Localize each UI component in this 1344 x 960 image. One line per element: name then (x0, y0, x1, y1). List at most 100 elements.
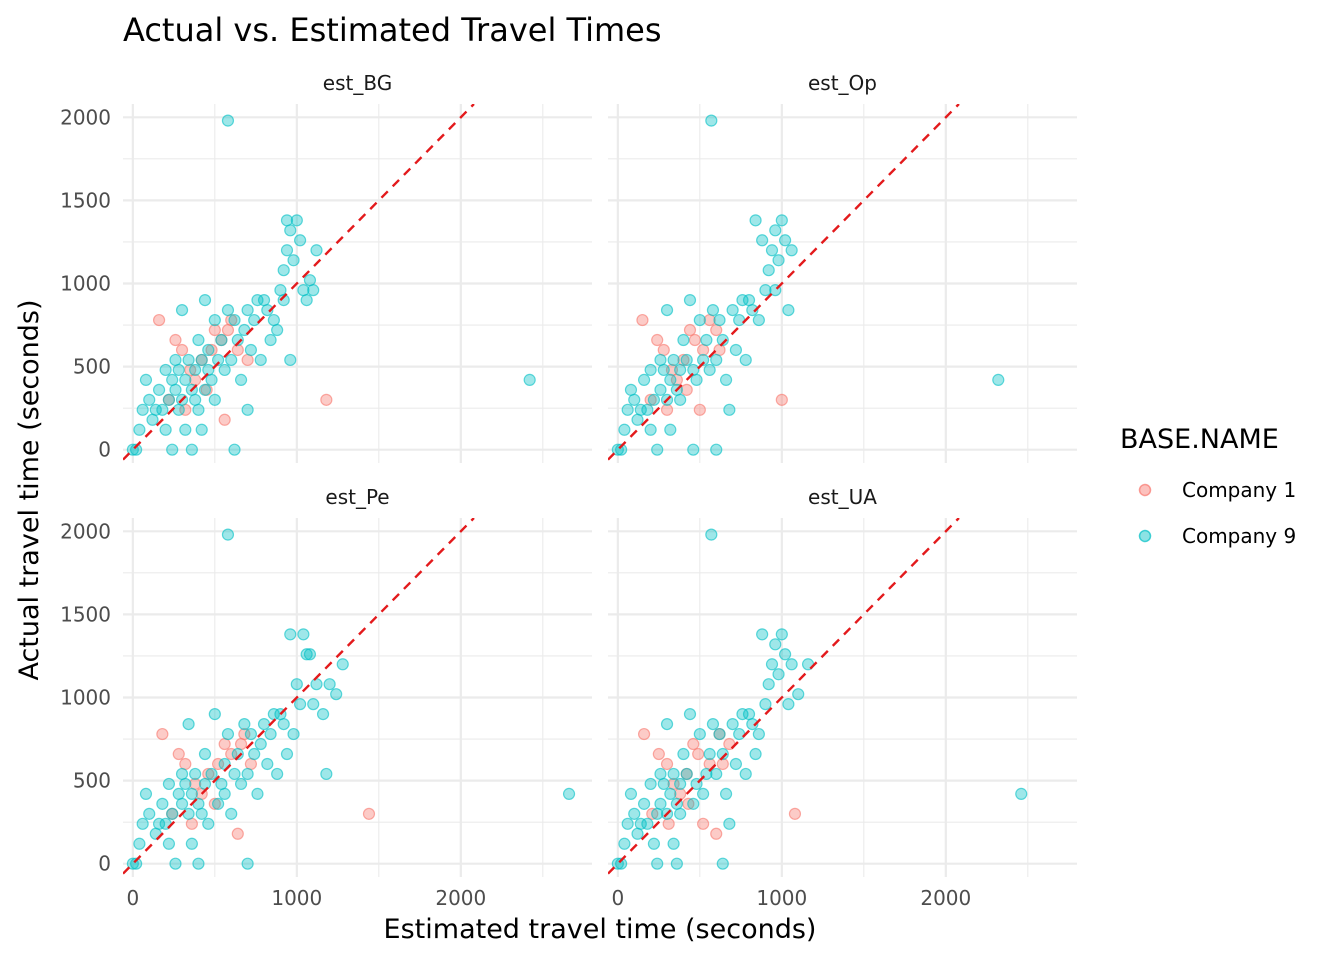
data-point (172, 363, 185, 377)
data-point (185, 787, 198, 800)
data-point (746, 717, 759, 731)
data-point (637, 373, 651, 386)
data-point (362, 807, 376, 820)
data-point (651, 333, 664, 347)
data-point (769, 224, 782, 237)
y-tick-label: 2000 (60, 105, 111, 129)
data-point (687, 737, 700, 751)
data-point (185, 837, 198, 850)
data-point (634, 817, 647, 830)
data-point (785, 244, 798, 257)
data-point (782, 698, 795, 711)
data-point (705, 528, 718, 541)
data-point (208, 393, 221, 406)
data-point (992, 373, 1005, 386)
data-point (670, 857, 683, 870)
data-point (130, 857, 143, 870)
data-point (152, 817, 166, 830)
data-point (749, 214, 762, 227)
data-point (189, 363, 202, 377)
y-tick-label: 500 (73, 355, 111, 379)
data-point (736, 708, 749, 721)
data-point (726, 303, 739, 317)
data-point (628, 393, 641, 406)
data-point (693, 727, 706, 741)
y-tick-label: 1500 (60, 188, 111, 212)
panel-est_Pe: est_Pe 0 500 1000 1500 2000 0 1000 2000 (60, 485, 592, 910)
data-point (320, 767, 333, 781)
data-point (336, 658, 349, 671)
data-point (772, 254, 785, 267)
facet-label-est_Op: est_Op (808, 71, 877, 95)
reference-line-y-equals-x (608, 104, 960, 461)
data-point (769, 638, 782, 651)
data-point (618, 837, 631, 850)
data-point (785, 658, 798, 671)
y-tick-label: 500 (73, 769, 111, 793)
data-point (254, 353, 267, 367)
data-point (195, 423, 208, 436)
data-point (710, 767, 723, 781)
data-point (674, 363, 687, 377)
reference-line-y-equals-x (123, 104, 475, 461)
data-point (231, 747, 244, 761)
series-company-9 (126, 528, 576, 870)
data-point (756, 234, 769, 247)
data-point (716, 857, 729, 870)
legend-title: BASE.NAME (1120, 424, 1279, 455)
data-point (647, 393, 661, 406)
data-point (284, 353, 297, 367)
legend-key-company-9 (1138, 529, 1152, 543)
data-point (667, 767, 680, 781)
data-point (756, 628, 769, 641)
data-point (779, 234, 792, 247)
data-point (631, 413, 644, 426)
data-point (749, 747, 762, 761)
data-point (644, 777, 657, 791)
panel-est_Op: est_Op (608, 71, 1077, 463)
data-point (733, 313, 746, 327)
x-tick-label: 1000 (756, 886, 807, 910)
data-point (636, 313, 649, 327)
data-point (703, 747, 716, 761)
data-point (723, 403, 736, 416)
data-point (169, 353, 182, 367)
data-point (723, 817, 736, 830)
data-point (765, 658, 779, 671)
data-point (303, 648, 317, 661)
data-point (133, 423, 146, 436)
data-point (637, 727, 651, 741)
data-point (185, 443, 198, 456)
data-point (271, 323, 284, 337)
data-point (280, 244, 294, 257)
legend-label-company-1: Company 1 (1182, 478, 1296, 502)
data-point (775, 393, 788, 406)
data-point (166, 807, 179, 820)
data-point (683, 708, 697, 721)
data-point (159, 423, 172, 436)
data-point (248, 747, 261, 761)
series-company-9 (611, 528, 1028, 870)
data-point (198, 777, 212, 791)
series-company-1 (156, 727, 376, 840)
data-point (677, 747, 690, 761)
data-point (692, 747, 705, 761)
data-point (264, 333, 277, 347)
data-point (726, 717, 739, 731)
data-point (693, 403, 706, 416)
data-point (241, 403, 254, 416)
data-point (300, 294, 313, 307)
data-point (664, 787, 677, 800)
data-point (693, 313, 706, 327)
y-tick-label: 1000 (60, 686, 111, 710)
data-point (192, 333, 205, 347)
data-point (169, 383, 182, 396)
data-point (762, 678, 775, 691)
data-point (703, 363, 716, 377)
data-point (746, 303, 759, 317)
data-point (166, 373, 179, 386)
data-point (641, 403, 654, 416)
facet-label-est_UA: est_UA (808, 485, 877, 509)
data-point (284, 224, 297, 237)
